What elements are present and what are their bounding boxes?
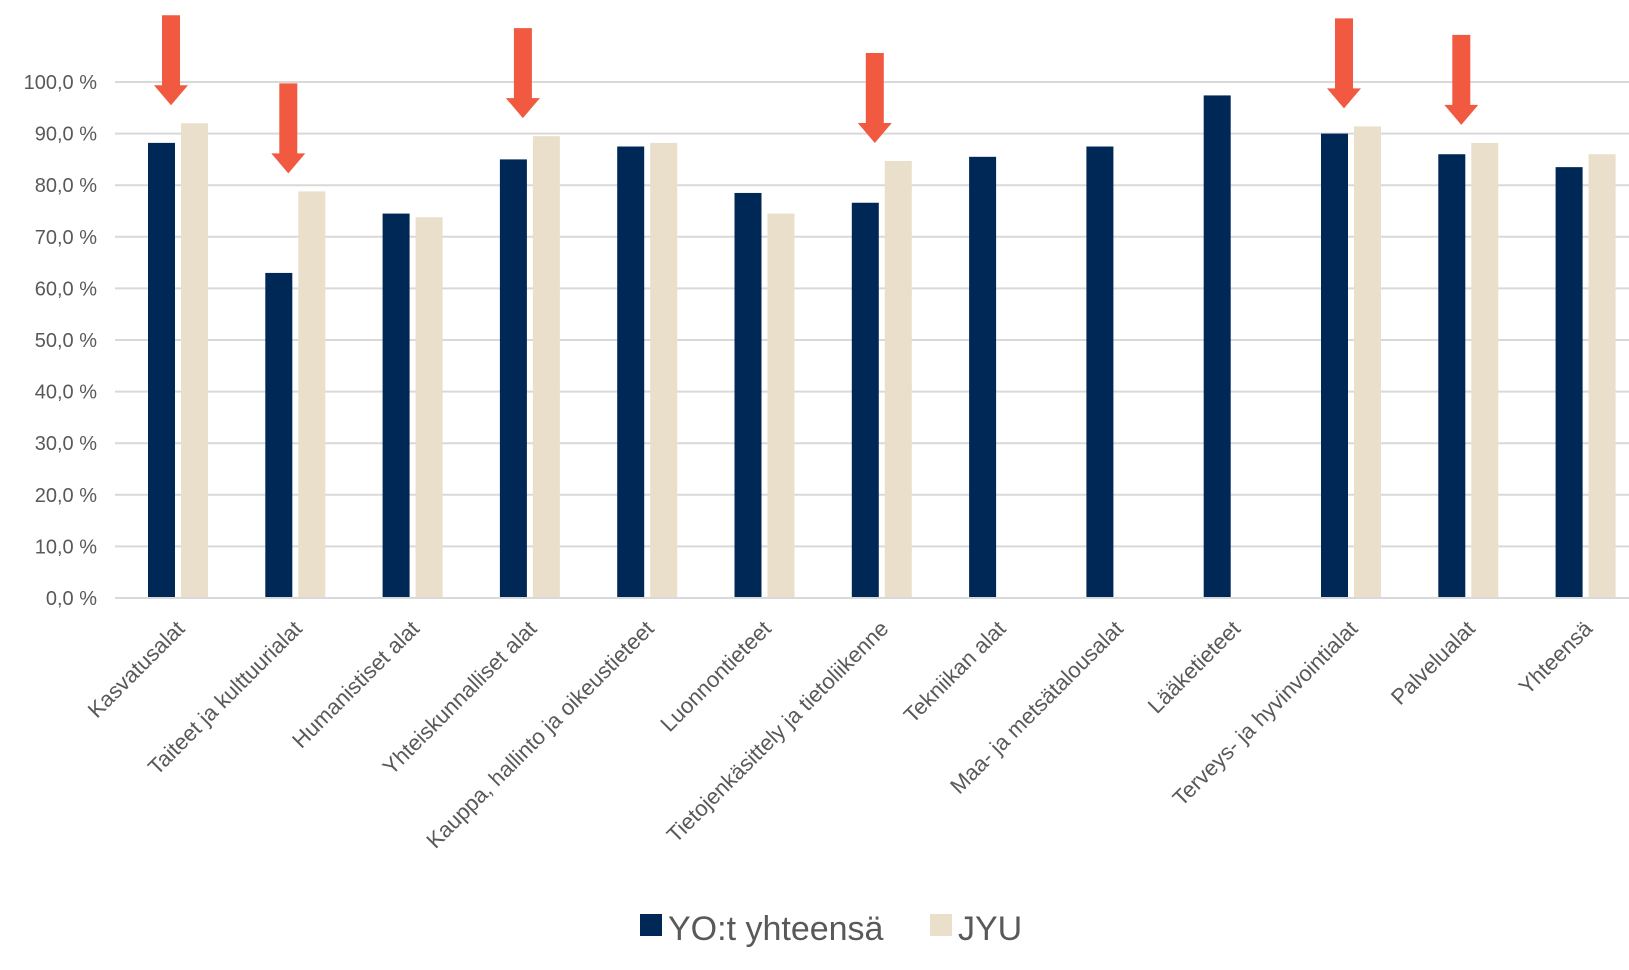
- y-tick-label: 40,0 %: [35, 382, 97, 404]
- y-tick-label: 90,0 %: [35, 124, 97, 146]
- y-tick-label: 0,0 %: [46, 588, 97, 610]
- y-tick-label: 20,0 %: [35, 485, 97, 507]
- x-tick-label: Kauppa, hallinto ja oikeustieteet: [421, 616, 658, 853]
- x-tick-label: Yhteensä: [1514, 615, 1598, 699]
- y-tick-label: 60,0 %: [35, 278, 97, 300]
- y-tick-label: 30,0 %: [35, 433, 97, 455]
- bar: [1203, 95, 1231, 598]
- bar: [181, 123, 208, 598]
- bars: [148, 95, 1616, 599]
- bar: [884, 160, 912, 598]
- down-arrow-icon: [857, 52, 892, 143]
- bar: [265, 272, 293, 598]
- legend: YO:t yhteensä JYU: [640, 910, 1022, 948]
- x-tick-label: Kasvatusalat: [83, 616, 190, 723]
- bar: [415, 217, 443, 598]
- bar: [148, 142, 175, 598]
- x-tick-label: Luonnontieteet: [655, 616, 776, 737]
- legend-swatch: [640, 914, 662, 936]
- y-tick-label: 100,0 %: [24, 72, 98, 94]
- down-arrow-icon: [1327, 18, 1361, 109]
- bar: [382, 213, 410, 598]
- bar: [1086, 146, 1114, 598]
- bar: [1555, 167, 1583, 598]
- x-tick-label: Tekniikan alat: [899, 616, 1011, 728]
- y-tick-label: 70,0 %: [35, 227, 97, 249]
- bar: [734, 192, 762, 598]
- legend-label: YO:t yhteensä: [668, 910, 884, 948]
- x-tick-label: Lääketieteet: [1143, 616, 1245, 718]
- x-tick-label: Palvelualat: [1386, 616, 1480, 710]
- down-arrow-icon: [1444, 34, 1479, 125]
- bar: [1354, 126, 1381, 598]
- bar: [298, 191, 326, 598]
- bar: [617, 146, 645, 598]
- bar: [1438, 154, 1466, 599]
- bar: [650, 142, 678, 598]
- y-axis-ticks: 0,0 % 10,0 % 20,0 % 30,0 % 40,0 % 50,0 % 60,0 …: [24, 72, 98, 610]
- down-arrow-icon: [271, 83, 306, 174]
- y-tick-label: 10,0 %: [35, 536, 97, 558]
- y-tick-label: 80,0 %: [35, 175, 97, 197]
- annotation-arrows: [154, 15, 1479, 174]
- x-tick-label: Tietojenkäsittely ja tietoliikenne: [662, 616, 894, 848]
- bar: [1321, 133, 1348, 598]
- bar: [532, 136, 560, 598]
- down-arrow-icon: [154, 15, 188, 106]
- bar: [851, 202, 879, 598]
- y-tick-label: 50,0 %: [35, 330, 97, 352]
- x-tick-label: Terveys- ja hyvinvointialat: [1168, 616, 1363, 811]
- bar: [1588, 154, 1616, 599]
- down-arrow-icon: [505, 28, 540, 119]
- bar: [1471, 142, 1499, 598]
- legend-label: JYU: [958, 910, 1022, 948]
- x-tick-label: Humanistiset alat: [287, 616, 424, 753]
- bar: [969, 156, 997, 598]
- bar: [767, 213, 795, 598]
- bar: [499, 159, 527, 598]
- legend-swatch: [930, 914, 952, 936]
